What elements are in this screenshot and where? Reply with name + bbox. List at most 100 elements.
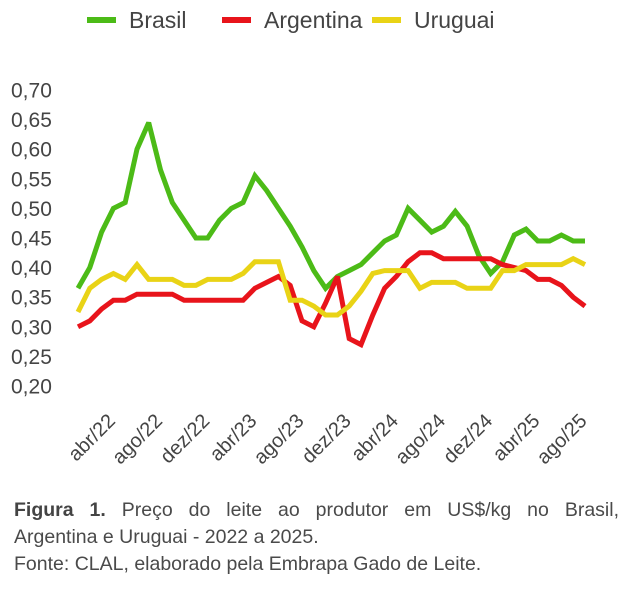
- data-point-uruguai: [241, 271, 246, 276]
- data-point-uruguai: [406, 268, 411, 273]
- data-point-uruguai: [583, 262, 588, 267]
- data-point-brasil: [453, 209, 458, 214]
- legend-swatch: [222, 17, 251, 23]
- caption-line-1: Figura 1. Preço do leite ao produtor em …: [14, 497, 619, 524]
- data-point-argentina: [370, 313, 375, 318]
- data-point-uruguai: [524, 262, 529, 267]
- data-point-argentina: [347, 336, 352, 341]
- data-point-argentina: [465, 256, 470, 261]
- data-point-argentina: [583, 304, 588, 309]
- x-tick-label: ago/24: [391, 410, 450, 469]
- data-point-brasil: [193, 236, 198, 241]
- data-point-uruguai: [500, 268, 505, 273]
- series-line-uruguai: [75, 255, 587, 318]
- data-point-uruguai: [394, 268, 399, 273]
- data-point-brasil: [229, 206, 234, 211]
- data-point-argentina: [535, 277, 540, 282]
- data-point-argentina: [406, 259, 411, 264]
- data-point-argentina: [547, 277, 552, 282]
- data-point-uruguai: [453, 280, 458, 285]
- data-point-brasil: [264, 188, 269, 193]
- data-point-uruguai: [382, 268, 387, 273]
- y-tick-label: 0,55: [11, 168, 52, 191]
- y-tick-label: 0,60: [11, 139, 52, 162]
- data-point-argentina: [217, 298, 222, 303]
- data-point-uruguai: [99, 277, 104, 282]
- y-tick-label: 0,20: [11, 376, 52, 399]
- y-tick-label: 0,35: [11, 287, 52, 310]
- data-point-argentina: [111, 298, 116, 303]
- data-point-uruguai: [146, 277, 151, 282]
- data-point-brasil: [323, 286, 328, 291]
- y-tick-label: 0,50: [11, 198, 52, 221]
- legend-label: Brasil: [129, 7, 187, 33]
- data-point-uruguai: [182, 283, 187, 288]
- y-tick-label: 0,40: [11, 257, 52, 280]
- data-point-brasil: [170, 200, 175, 205]
- data-point-brasil: [99, 230, 104, 235]
- data-point-brasil: [583, 239, 588, 244]
- data-point-argentina: [453, 256, 458, 261]
- data-point-argentina: [135, 292, 140, 297]
- data-point-uruguai: [547, 262, 552, 267]
- data-point-argentina: [524, 268, 529, 273]
- data-point-brasil: [276, 206, 281, 211]
- x-tick-label: dez/24: [439, 410, 497, 468]
- data-point-argentina: [359, 342, 364, 347]
- data-point-uruguai: [465, 286, 470, 291]
- data-point-brasil: [158, 167, 163, 172]
- legend-swatch: [372, 17, 401, 23]
- data-point-argentina: [323, 301, 328, 306]
- data-point-argentina: [394, 274, 399, 279]
- data-point-uruguai: [300, 298, 305, 303]
- data-point-uruguai: [571, 256, 576, 261]
- data-point-argentina: [571, 295, 576, 300]
- data-point-argentina: [76, 324, 81, 329]
- data-point-brasil: [370, 250, 375, 255]
- data-point-uruguai: [123, 277, 128, 282]
- caption-title-line-1: Preço do leite ao produtor em US$/kg no …: [121, 499, 619, 521]
- data-point-brasil: [288, 224, 293, 229]
- y-tick-label: 0,25: [11, 346, 52, 369]
- data-point-uruguai: [276, 259, 281, 264]
- data-point-brasil: [524, 227, 529, 232]
- data-point-brasil: [512, 233, 517, 238]
- y-tick-label: 0,65: [11, 109, 52, 132]
- data-point-brasil: [205, 236, 210, 241]
- figure-label: Figura 1.: [14, 499, 106, 521]
- data-point-brasil: [252, 173, 257, 178]
- data-point-brasil: [76, 286, 81, 291]
- series-uruguai: [75, 255, 588, 318]
- data-point-argentina: [300, 318, 305, 323]
- data-point-brasil: [123, 200, 128, 205]
- data-point-argentina: [87, 318, 92, 323]
- data-point-argentina: [476, 256, 481, 261]
- data-point-uruguai: [170, 277, 175, 282]
- chart-legend: Brasil Argentina Uruguai: [87, 7, 495, 33]
- legend-label: Uruguai: [414, 7, 495, 33]
- legend-swatch: [87, 17, 116, 23]
- data-point-uruguai: [76, 310, 81, 315]
- figure-caption: Figura 1. Preço do leite ao produtor em …: [14, 497, 619, 578]
- data-point-brasil: [394, 233, 399, 238]
- data-point-uruguai: [229, 277, 234, 282]
- legend-item-brasil: Brasil: [87, 7, 187, 33]
- y-tick-label: 0,45: [11, 228, 52, 251]
- data-point-brasil: [359, 262, 364, 267]
- data-point-argentina: [429, 250, 434, 255]
- x-axis: abr/22ago/22dez/22abr/23ago/23dez/23abr/…: [64, 410, 591, 469]
- series-argentina: [76, 250, 588, 349]
- data-point-uruguai: [512, 268, 517, 273]
- data-point-uruguai: [476, 286, 481, 291]
- x-tick-label: ago/22: [108, 410, 167, 469]
- series-layer: [75, 121, 588, 349]
- data-point-uruguai: [205, 277, 210, 282]
- data-point-uruguai: [111, 271, 116, 276]
- data-point-argentina: [146, 292, 151, 297]
- data-point-uruguai: [87, 286, 92, 291]
- data-point-argentina: [241, 298, 246, 303]
- data-point-brasil: [382, 239, 387, 244]
- data-point-uruguai: [441, 280, 446, 285]
- data-point-uruguai: [158, 277, 163, 282]
- data-point-brasil: [547, 239, 552, 244]
